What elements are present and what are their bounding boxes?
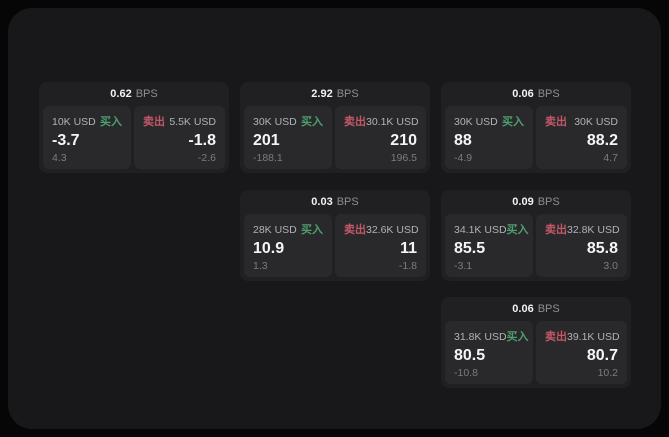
sell-sub-value: 196.5 (390, 151, 417, 164)
sell-side-label: 卖出 (344, 224, 366, 236)
sell-sub-value: -1.8 (398, 259, 417, 272)
sell-tile[interactable]: 卖出 39.1K USD 80.7 10.2 (536, 321, 627, 384)
buy-amount: 30K USD (253, 116, 297, 128)
price-card: 0.09 BPS 34.1K USD 买入 85.5 -3.1 卖出 32.8K … (441, 190, 631, 281)
sell-amount: 32.6K USD (366, 224, 419, 236)
sell-side-label: 卖出 (344, 116, 366, 128)
buy-tile[interactable]: 10K USD 买入 -3.7 4.3 (43, 106, 131, 169)
buy-sub-value: -3.1 (454, 259, 473, 272)
sell-amount: 30.1K USD (366, 116, 419, 128)
price-card: 0.06 BPS 31.8K USD 买入 80.5 -10.8 卖出 39.1K… (441, 297, 631, 388)
sell-side-label: 卖出 (545, 116, 567, 128)
spread-value: 0.03 (311, 196, 333, 208)
buy-side-label: 买入 (506, 224, 529, 236)
spread-unit: BPS (537, 196, 560, 208)
buy-tile[interactable]: 31.8K USD 买入 80.5 -10.8 (445, 321, 533, 384)
buy-price: 10.9 (253, 239, 285, 257)
spread-value: 0.06 (512, 88, 534, 100)
buy-amount: 28K USD (253, 224, 297, 236)
price-card: 2.92 BPS 30K USD 买入 201 -188.1 卖出 30.1K U… (240, 82, 430, 173)
spread-value: 0.09 (512, 196, 534, 208)
spread-unit: BPS (537, 303, 560, 315)
price-card: 0.03 BPS 28K USD 买入 10.9 1.3 卖出 32.6K USD… (240, 190, 430, 281)
spread-unit: BPS (336, 196, 359, 208)
buy-sub-value: 4.3 (52, 151, 67, 164)
sell-price: 85.8 (586, 239, 618, 257)
sell-tile[interactable]: 卖出 32.6K USD 11 -1.8 (335, 214, 426, 277)
sell-amount: 5.5K USD (169, 116, 216, 128)
price-card: 0.62 BPS 10K USD 买入 -3.7 4.3 卖出 5.5K USD … (39, 82, 229, 173)
sell-side-label: 卖出 (545, 331, 567, 343)
sell-side-label: 卖出 (143, 116, 165, 128)
spread-value: 0.62 (110, 88, 132, 100)
sell-tile[interactable]: 卖出 30.1K USD 210 196.5 (335, 106, 426, 169)
spread-header: 0.62 BPS (43, 82, 225, 106)
sell-sub-value: -2.6 (197, 151, 216, 164)
spread-unit: BPS (537, 88, 560, 100)
buy-side-label: 买入 (301, 116, 323, 128)
sell-amount: 32.8K USD (567, 224, 620, 236)
buy-side-label: 买入 (100, 116, 122, 128)
sell-tile[interactable]: 卖出 30K USD 88.2 4.7 (536, 106, 627, 169)
sell-tile[interactable]: 卖出 5.5K USD -1.8 -2.6 (134, 106, 225, 169)
spread-header: 0.06 BPS (445, 82, 627, 106)
spread-value: 0.06 (512, 303, 534, 315)
spread-header: 2.92 BPS (244, 82, 426, 106)
buy-side-label: 买入 (506, 331, 529, 343)
buy-price: 88 (454, 131, 472, 149)
app-window: 0.62 BPS 10K USD 买入 -3.7 4.3 卖出 5.5K USD … (8, 8, 661, 429)
sell-sub-value: 3.0 (603, 259, 618, 272)
sell-price: 88.2 (586, 131, 618, 149)
buy-amount: 10K USD (52, 116, 96, 128)
buy-amount: 31.8K USD (454, 331, 507, 343)
spread-unit: BPS (336, 88, 359, 100)
sell-price: 80.7 (586, 346, 618, 364)
sell-amount: 39.1K USD (567, 331, 620, 343)
spread-header: 0.09 BPS (445, 190, 627, 214)
sell-sub-value: 10.2 (597, 366, 618, 379)
buy-price: 85.5 (454, 239, 486, 257)
buy-price: 201 (253, 131, 280, 149)
buy-sub-value: -188.1 (253, 151, 283, 164)
sell-sub-value: 4.7 (603, 151, 618, 164)
sell-price: 210 (390, 131, 417, 149)
sell-amount: 30K USD (574, 116, 618, 128)
spread-header: 0.03 BPS (244, 190, 426, 214)
buy-tile[interactable]: 30K USD 买入 88 -4.9 (445, 106, 533, 169)
buy-tile[interactable]: 28K USD 买入 10.9 1.3 (244, 214, 332, 277)
buy-sub-value: 1.3 (253, 259, 268, 272)
price-card: 0.06 BPS 30K USD 买入 88 -4.9 卖出 30K USD 88… (441, 82, 631, 173)
sell-side-label: 卖出 (545, 224, 567, 236)
sell-tile[interactable]: 卖出 32.8K USD 85.8 3.0 (536, 214, 627, 277)
spread-value: 2.92 (311, 88, 333, 100)
buy-tile[interactable]: 34.1K USD 买入 85.5 -3.1 (445, 214, 533, 277)
spread-unit: BPS (135, 88, 158, 100)
buy-tile[interactable]: 30K USD 买入 201 -188.1 (244, 106, 332, 169)
buy-price: 80.5 (454, 346, 486, 364)
sell-price: -1.8 (188, 131, 216, 149)
buy-sub-value: -10.8 (454, 366, 478, 379)
buy-side-label: 买入 (502, 116, 524, 128)
spread-header: 0.06 BPS (445, 297, 627, 321)
buy-sub-value: -4.9 (454, 151, 473, 164)
buy-amount: 30K USD (454, 116, 498, 128)
buy-side-label: 买入 (301, 224, 323, 236)
buy-price: -3.7 (52, 131, 80, 149)
sell-price: 11 (400, 239, 417, 257)
buy-amount: 34.1K USD (454, 224, 507, 236)
